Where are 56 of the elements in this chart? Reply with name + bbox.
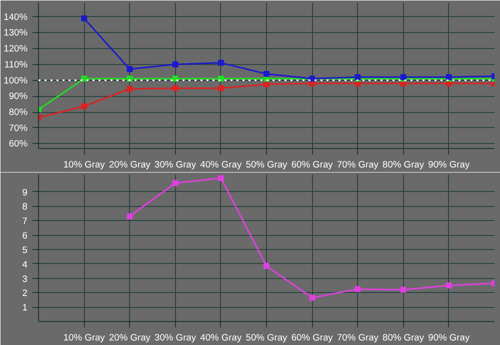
point bbox=[218, 60, 224, 66]
point bbox=[218, 85, 224, 92]
x-tick-label: 90% Gray bbox=[428, 332, 470, 342]
y-tick-label: 3 bbox=[22, 274, 28, 284]
x-tick-label: 40% Gray bbox=[200, 160, 242, 170]
point bbox=[446, 282, 452, 288]
y-tick-label: 8 bbox=[22, 202, 28, 212]
y-tick-label: 140% bbox=[4, 12, 28, 22]
x-tick-label: 20% Gray bbox=[108, 160, 151, 170]
point bbox=[81, 76, 88, 82]
y-tick-label: 110% bbox=[4, 59, 28, 70]
x-tick-label: 30% Gray bbox=[154, 160, 196, 170]
point bbox=[264, 81, 270, 88]
y-tick-label: 60% bbox=[8, 138, 28, 149]
point bbox=[81, 15, 88, 22]
y-tick-label: 2 bbox=[22, 288, 28, 298]
point bbox=[172, 61, 178, 68]
point bbox=[126, 213, 133, 220]
point bbox=[264, 263, 270, 270]
y-tick-label: 70% bbox=[8, 122, 28, 133]
y-tick-label: 130% bbox=[4, 28, 28, 38]
x-tick-label: 90% Gray bbox=[428, 160, 470, 170]
x-tick-label: 70% Gray bbox=[336, 332, 379, 342]
y-tick-label: 5 bbox=[22, 244, 28, 255]
point bbox=[309, 294, 316, 301]
y-tick-label: 80% bbox=[8, 107, 28, 117]
point bbox=[126, 86, 133, 92]
x-tick-label: 80% Gray bbox=[382, 160, 424, 170]
x-tick-label: 50% Gray bbox=[246, 332, 288, 342]
y-tick-label: 6 bbox=[22, 230, 28, 241]
y-tick-label: 1 bbox=[22, 302, 28, 313]
y-tick-label: 7 bbox=[22, 216, 28, 226]
y-tick-label: 90% bbox=[8, 91, 28, 102]
point bbox=[218, 175, 224, 182]
x-tick-label: 50% Gray bbox=[246, 160, 288, 170]
point bbox=[172, 85, 178, 92]
point bbox=[126, 66, 133, 72]
point bbox=[81, 103, 88, 110]
x-tick-label: 40% Gray bbox=[200, 332, 242, 342]
point bbox=[400, 286, 406, 293]
x-tick-label: 20% Gray bbox=[108, 332, 151, 342]
x-tick-label: 10% Gray bbox=[63, 332, 106, 342]
y-tick-label: 9 bbox=[22, 187, 28, 198]
x-tick-label: 70% Gray bbox=[336, 160, 379, 170]
y-tick-label: 120% bbox=[4, 44, 28, 54]
point bbox=[264, 70, 270, 77]
y-tick-label: 4 bbox=[22, 259, 28, 270]
x-tick-label: 60% Gray bbox=[291, 332, 334, 342]
x-tick-label: 30% Gray bbox=[154, 332, 196, 342]
x-tick-label: 80% Gray bbox=[382, 332, 424, 342]
x-tick-label: 60% Gray bbox=[291, 160, 334, 170]
point bbox=[172, 76, 178, 82]
y-tick-label: 100% bbox=[4, 75, 28, 86]
x-tick-label: 10% Gray bbox=[63, 160, 106, 170]
point bbox=[172, 180, 178, 186]
point bbox=[354, 286, 361, 292]
